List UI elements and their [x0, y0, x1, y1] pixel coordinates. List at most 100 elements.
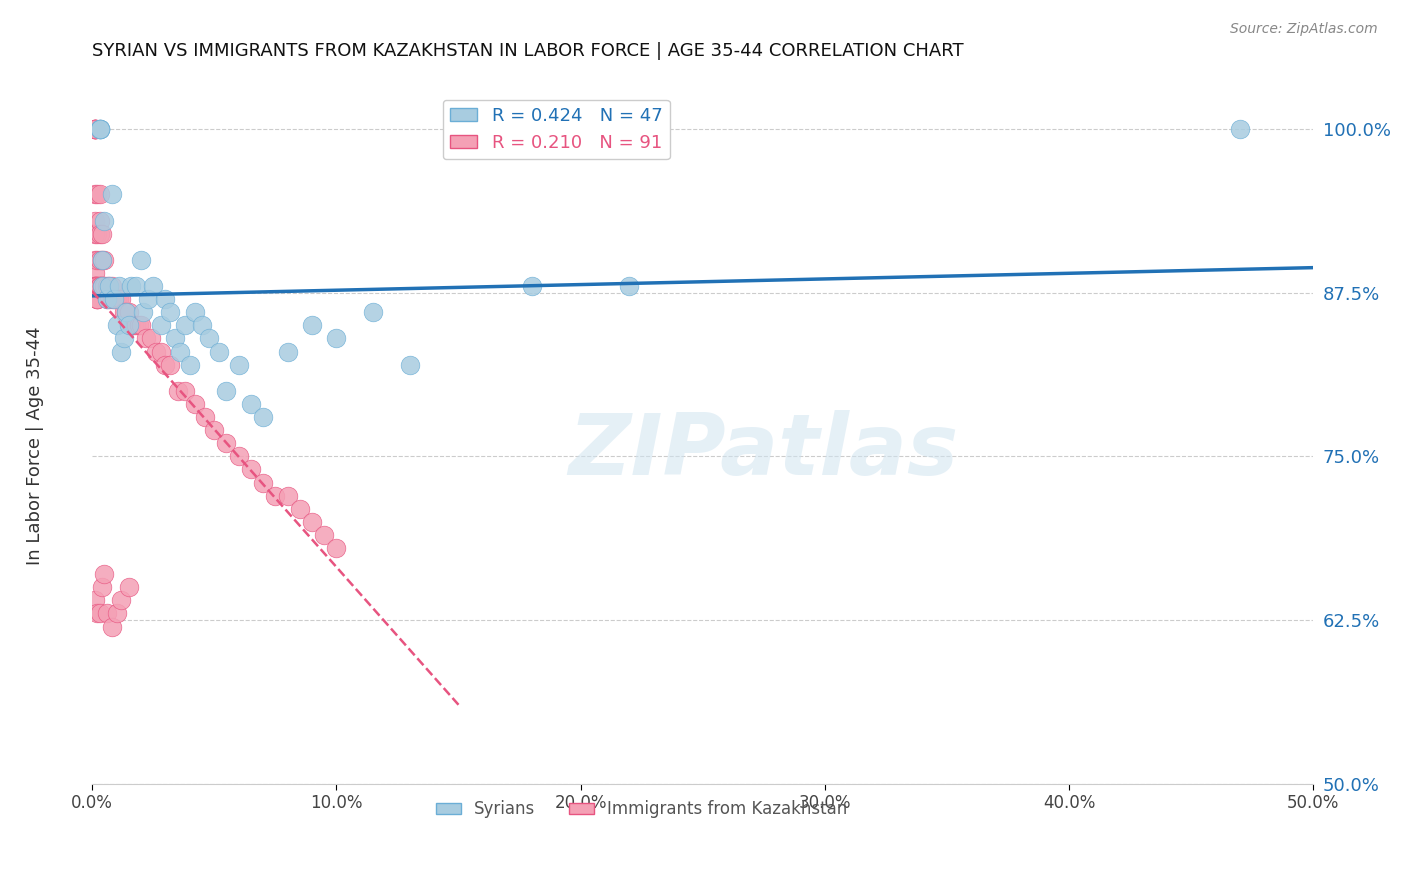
- Point: [277, 489, 299, 503]
- Point: [83, 279, 105, 293]
- Point: [91, 279, 114, 293]
- Point: [96, 607, 118, 621]
- Point: [193, 410, 215, 425]
- Point: [83, 252, 105, 267]
- Point: [120, 279, 142, 293]
- Point: [98, 279, 121, 293]
- Point: [96, 279, 118, 293]
- Point: [108, 279, 131, 293]
- Point: [86, 279, 108, 293]
- Point: [120, 318, 142, 333]
- Point: [191, 318, 214, 333]
- Point: [89, 122, 111, 136]
- Point: [86, 252, 108, 267]
- Point: [89, 122, 111, 136]
- Point: [159, 305, 181, 319]
- Point: [122, 318, 145, 333]
- Point: [86, 227, 108, 241]
- Point: [103, 292, 125, 306]
- Point: [149, 344, 172, 359]
- Point: [301, 318, 323, 333]
- Point: [96, 292, 118, 306]
- Point: [83, 122, 105, 136]
- Point: [86, 279, 108, 293]
- Point: [91, 227, 114, 241]
- Point: [89, 213, 111, 227]
- Point: [174, 384, 197, 398]
- Point: [112, 331, 135, 345]
- Point: [155, 292, 177, 306]
- Point: [83, 279, 105, 293]
- Point: [314, 528, 336, 542]
- Point: [128, 318, 150, 333]
- Point: [149, 318, 172, 333]
- Legend: Syrians, Immigrants from Kazakhstan: Syrians, Immigrants from Kazakhstan: [429, 794, 853, 825]
- Point: [325, 331, 347, 345]
- Point: [83, 279, 105, 293]
- Point: [100, 292, 122, 306]
- Point: [252, 475, 274, 490]
- Point: [98, 292, 121, 306]
- Point: [252, 410, 274, 425]
- Point: [361, 305, 384, 319]
- Point: [125, 279, 148, 293]
- Point: [83, 593, 105, 607]
- Point: [184, 397, 207, 411]
- Point: [239, 397, 262, 411]
- Point: [112, 305, 135, 319]
- Point: [215, 436, 238, 450]
- Point: [139, 331, 162, 345]
- Point: [228, 450, 250, 464]
- Point: [228, 358, 250, 372]
- Point: [184, 305, 207, 319]
- Point: [174, 318, 197, 333]
- Point: [166, 384, 188, 398]
- Point: [325, 541, 347, 555]
- Point: [93, 252, 115, 267]
- Point: [198, 331, 221, 345]
- Text: Source: ZipAtlas.com: Source: ZipAtlas.com: [1230, 22, 1378, 37]
- Point: [89, 252, 111, 267]
- Point: [83, 187, 105, 202]
- Point: [110, 292, 132, 306]
- Point: [100, 619, 122, 633]
- Point: [129, 252, 152, 267]
- Point: [83, 122, 105, 136]
- Point: [89, 122, 111, 136]
- Point: [83, 266, 105, 280]
- Point: [83, 122, 105, 136]
- Point: [159, 358, 181, 372]
- Point: [93, 567, 115, 582]
- Point: [86, 607, 108, 621]
- Point: [83, 122, 105, 136]
- Point: [215, 384, 238, 398]
- Point: [103, 292, 125, 306]
- Point: [93, 279, 115, 293]
- Point: [83, 227, 105, 241]
- Point: [264, 489, 287, 503]
- Point: [398, 358, 420, 372]
- Point: [89, 279, 111, 293]
- Point: [98, 279, 121, 293]
- Point: [115, 305, 138, 319]
- Point: [132, 305, 155, 319]
- Point: [165, 331, 187, 345]
- Point: [100, 279, 122, 293]
- Point: [89, 122, 111, 136]
- Point: [110, 593, 132, 607]
- Point: [115, 305, 138, 319]
- Point: [105, 607, 128, 621]
- Point: [83, 279, 105, 293]
- Point: [89, 227, 111, 241]
- Point: [301, 515, 323, 529]
- Point: [96, 292, 118, 306]
- Point: [118, 318, 141, 333]
- Point: [288, 501, 311, 516]
- Point: [118, 305, 141, 319]
- Point: [86, 292, 108, 306]
- Point: [91, 252, 114, 267]
- Point: [125, 318, 148, 333]
- Point: [179, 358, 201, 372]
- Point: [138, 292, 160, 306]
- Point: [520, 279, 543, 293]
